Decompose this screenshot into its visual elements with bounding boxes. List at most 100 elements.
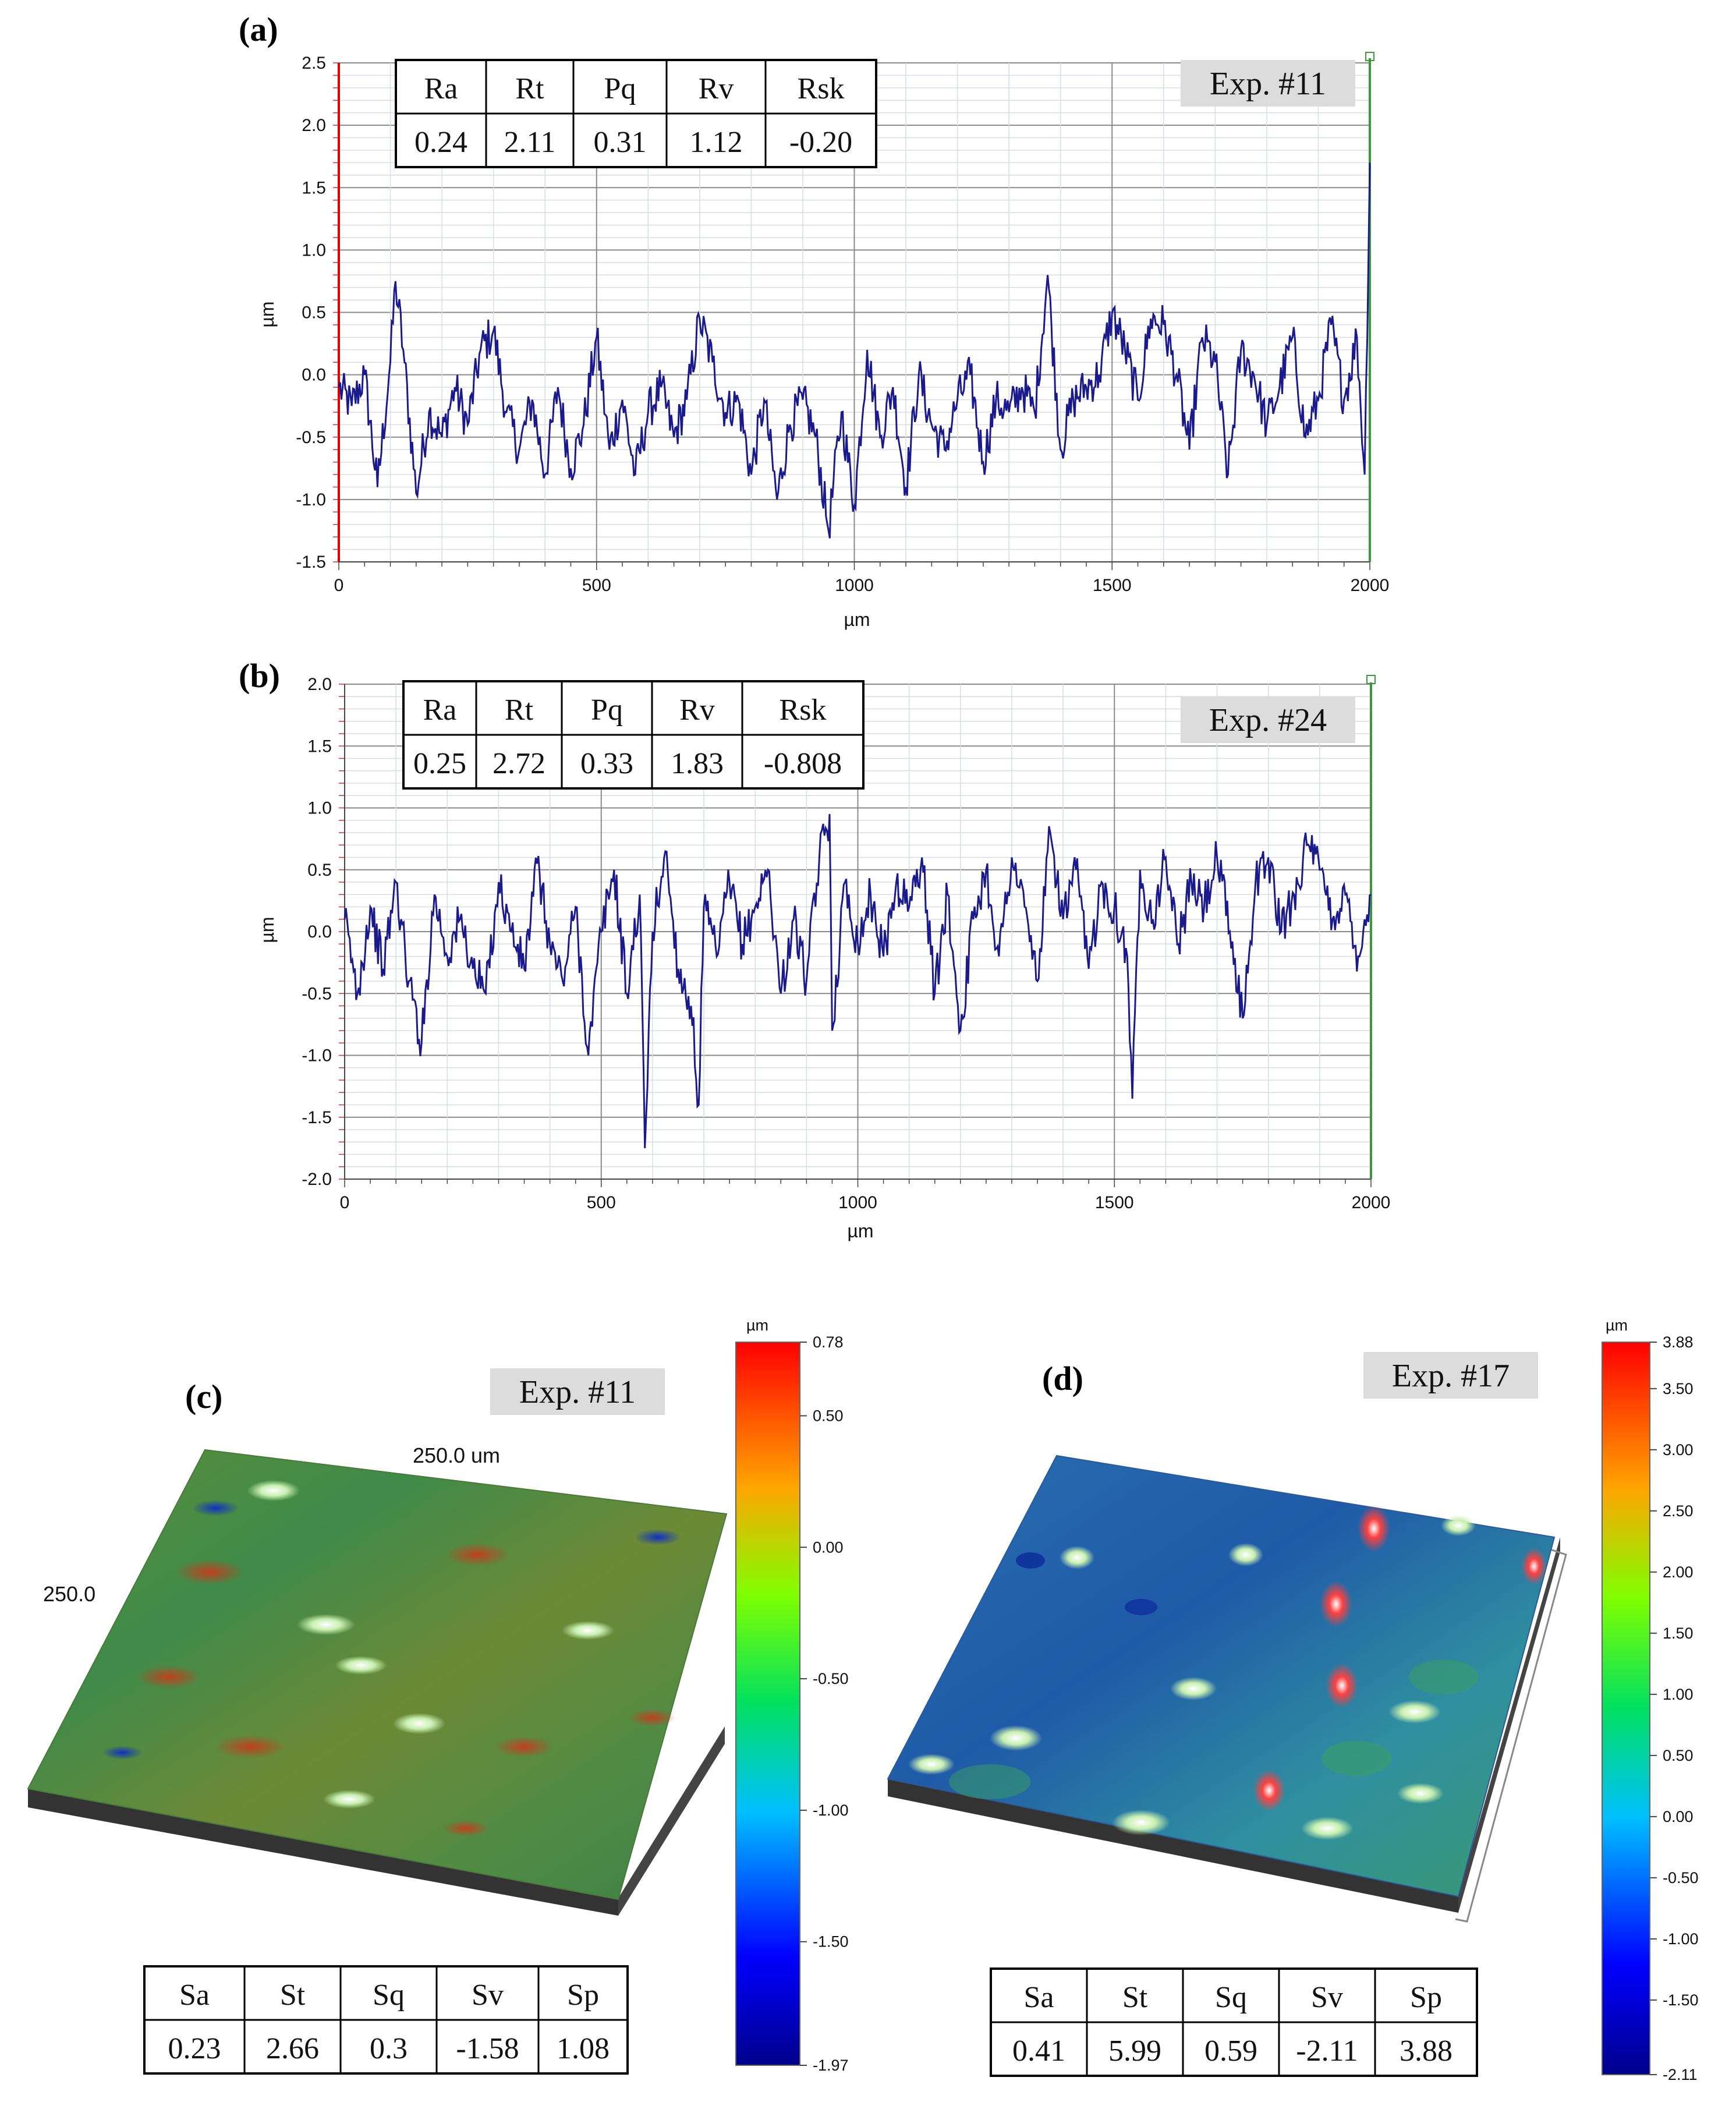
- surface-d-header-sq: Sq: [1215, 1981, 1247, 2014]
- y-tick-label: 0.5: [307, 861, 332, 880]
- y-ticks-a: 2.5 2.0 1.5 1.0 0.5 0.0 -0.5 -1.0 -1.5: [296, 54, 326, 572]
- profile-b-header-ra: Ra: [423, 693, 457, 727]
- surface-c-header-sp: Sp: [567, 1979, 599, 2012]
- x-tick-label: 500: [582, 576, 611, 595]
- profile-chart-a: (a) 2.5 2.0 1.5 1.0 0.5 0.0 -0.5 -1.0 -1.5 0 500 1…: [239, 10, 1389, 630]
- surface-table-c: Sa 0.23 St 2.66 Sq 0.3 Sv -1.58 Sp 1.08: [143, 1965, 629, 2075]
- colorbar-c: [735, 1342, 800, 2066]
- exp-label-a: Exp. #11: [1210, 66, 1326, 102]
- y-tick-label: 2.0: [307, 675, 332, 694]
- roughness-table-a: Ra 0.24 Rt 2.11 Pq 0.31 Rv 1.12 Rsk -0.20: [395, 59, 877, 168]
- dimension-x-c: 250.0 um: [413, 1443, 500, 1467]
- x-tick-label: 1000: [838, 1193, 877, 1212]
- y-tick-label: 0.0: [302, 366, 326, 385]
- x-tick-label: 0: [340, 1193, 350, 1212]
- y-ticks-b: 2.0 1.5 1.0 0.5 0.0 -0.5 -1.0 -1.5 -2.0: [302, 675, 332, 1189]
- surface-panel-d: (d) Exp. #17: [887, 1317, 1699, 2083]
- profile-a-value-rv: 1.12: [690, 126, 743, 159]
- profile-a-value-rt: 2.11: [504, 126, 555, 159]
- colorbar-tick-label: 2.00: [1663, 1563, 1694, 1581]
- surface-d-value-sp: 3.88: [1400, 2034, 1452, 2068]
- y-tick-label: -1.0: [302, 1046, 332, 1066]
- profile-line-a: [338, 162, 1371, 539]
- profile-a-value-rsk: -0.20: [789, 126, 852, 159]
- y-tick-label: -1.5: [302, 1108, 332, 1127]
- colorbar-tick-label: -0.50: [813, 1670, 849, 1687]
- colorbar-tick-label: 3.50: [1663, 1380, 1694, 1397]
- surface-d-header-st: St: [1122, 1981, 1148, 2014]
- surface-c-header-sq: Sq: [373, 1979, 405, 2012]
- panel-label-d: (d): [1042, 1360, 1083, 1397]
- dimension-y-c: 250.0: [43, 1582, 95, 1606]
- profile-b-header-rsk: Rsk: [780, 693, 827, 727]
- y-tick-label: -1.5: [296, 553, 326, 572]
- x-tick-label: 0: [334, 576, 344, 595]
- x-tick-label: 500: [587, 1193, 616, 1212]
- colorbar-tick-label: 0.50: [813, 1407, 844, 1424]
- x-ticks-b: 0 500 1000 1500 2000: [340, 1179, 1390, 1212]
- colorbar-tick-label: 3.00: [1663, 1441, 1694, 1459]
- y-axis-title-a: µm: [257, 301, 278, 327]
- colorbar-tick-label: -1.50: [813, 1933, 849, 1951]
- surface-base-c: [28, 1789, 618, 1916]
- y-tick-label: 2.0: [302, 116, 326, 135]
- y-tick-label: 1.0: [307, 799, 332, 818]
- profile-a-header-ra: Ra: [424, 72, 458, 105]
- surface-d-header-sa: Sa: [1024, 1981, 1054, 2014]
- panel-label-b: (b): [239, 657, 280, 695]
- surface-features-c: [102, 1480, 681, 1836]
- surface-c-header-sa: Sa: [179, 1979, 210, 2012]
- colorbar-ticks-c: 0.78 0.50 0.00 -0.50 -1.00 -1.50 -1.97: [800, 1333, 849, 2074]
- surface-c-header-sv: Sv: [472, 1979, 504, 2012]
- surface-c-value-st: 2.66: [266, 2032, 319, 2065]
- y-tick-label: -0.5: [296, 428, 326, 447]
- profile-b-value-rt: 2.72: [493, 747, 545, 780]
- colorbar-tick-label: -2.11: [1663, 2066, 1698, 2083]
- colorbar-tick-label: 1.00: [1663, 1686, 1694, 1703]
- x-tick-label: 1500: [1095, 1193, 1134, 1212]
- y-tick-label: 0.0: [307, 922, 332, 942]
- y-axis-title-b: µm: [257, 916, 278, 943]
- surface-side-c: [618, 1726, 725, 1916]
- profile-chart-b: (b) 2.0 1.5 1.0 0.5 0.0 -0.5 -1.0 -1.5 -2.0 0 500…: [239, 657, 1390, 1241]
- surface-features-d: [908, 1505, 1547, 1840]
- profile-b-value-rsk: -0.808: [764, 747, 842, 780]
- y-tick-label: -0.5: [302, 984, 332, 1003]
- surface-d-value-sq: 0.59: [1204, 2034, 1257, 2068]
- y-tick-label: 1.5: [307, 737, 332, 756]
- exp-label-c: Exp. #11: [519, 1374, 636, 1410]
- surface-c-value-sp: 1.08: [557, 2032, 610, 2065]
- surface-frame-d: [1455, 1548, 1567, 1923]
- surface-c-header-st: St: [280, 1979, 306, 2012]
- surface-d-value-st: 5.99: [1108, 2034, 1161, 2068]
- x-tick-label: 2000: [1351, 576, 1390, 595]
- colorbar-tick-label: 3.88: [1663, 1333, 1694, 1351]
- y-tick-label: 1.5: [302, 178, 326, 197]
- profile-b-header-rt: Rt: [505, 693, 534, 727]
- colorbar-tick-label: 0.00: [813, 1538, 844, 1556]
- colorbar-tick-label: -0.50: [1663, 1869, 1699, 1887]
- y-tick-label: -2.0: [302, 1170, 332, 1189]
- x-tick-label: 1500: [1093, 576, 1132, 595]
- profile-a-header-pq: Pq: [604, 72, 636, 105]
- surface-d-header-sp: Sp: [1410, 1981, 1442, 2014]
- surface-d-header-sv: Sv: [1311, 1981, 1343, 2014]
- colorbar-unit-d: µm: [1606, 1317, 1628, 1334]
- y-tick-label: 1.0: [302, 240, 326, 260]
- surface-side-d: [1458, 1537, 1560, 1913]
- profile-a-header-rt: Rt: [515, 72, 544, 105]
- colorbar-tick-label: -1.50: [1663, 1991, 1699, 2009]
- surface-plot-c: [27, 1449, 728, 1901]
- x-axis-title-b: µm: [847, 1220, 873, 1241]
- profile-a-header-rv: Rv: [699, 72, 734, 105]
- y-tick-label: 0.5: [302, 303, 326, 323]
- colorbar-d: [1602, 1342, 1650, 2075]
- profile-a-value-ra: 0.24: [414, 126, 467, 159]
- profile-b-value-ra: 0.25: [413, 747, 466, 780]
- colorbar-tick-label: 2.50: [1663, 1502, 1694, 1520]
- profile-a-header-rsk: Rsk: [798, 72, 845, 105]
- surface-d-value-sa: 0.41: [1012, 2034, 1065, 2068]
- colorbar-tick-label: 0.50: [1663, 1747, 1694, 1764]
- surface-panel-c: (c) Exp. #11 250.0 um 250.0: [27, 1317, 849, 2075]
